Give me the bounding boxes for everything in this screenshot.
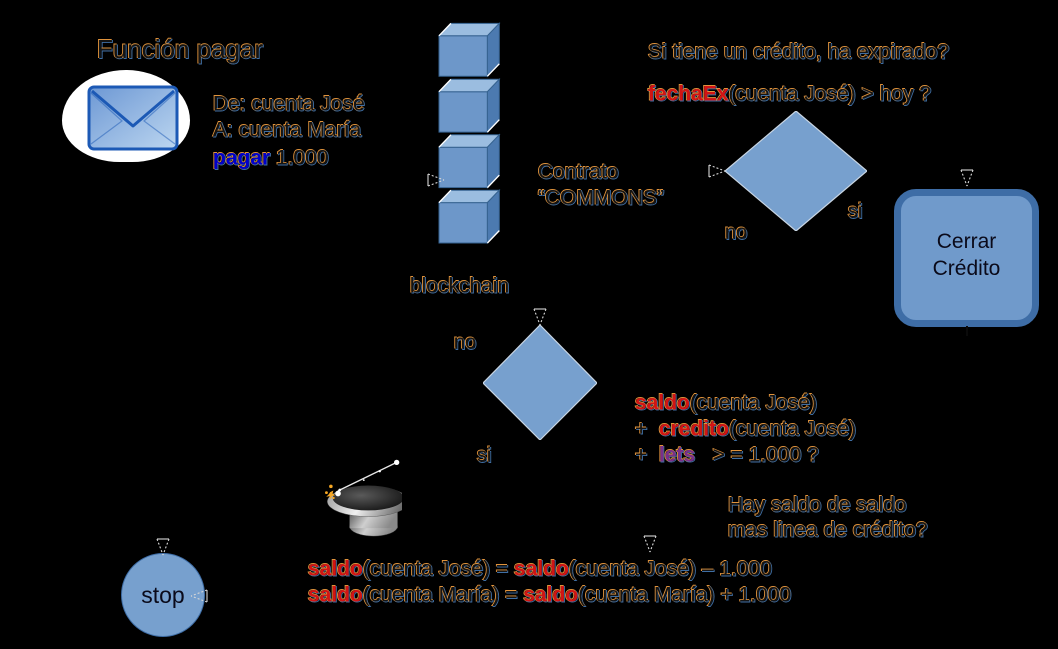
svg-text:saldo: saldo [308,558,363,581]
svg-text:Contrato: Contrato [538,161,619,184]
svg-text:no: no [454,332,476,354]
svg-text:si: si [477,445,491,467]
svg-text:+: + [635,418,659,441]
svg-text:(cuenta José) =: (cuenta José) = [363,558,514,581]
svg-text:credito: credito [659,418,729,441]
svg-text:De: cuenta José: De: cuenta José [213,93,365,116]
svg-text:Hay saldo de saldo: Hay saldo de saldo [728,494,907,517]
svg-text:saldo: saldo [635,392,690,415]
svg-text:fechaEx: fechaEx [648,83,729,106]
svg-text:Si tiene un crédito, ha expira: Si tiene un crédito, ha expirado? [648,41,949,64]
svg-text:si: si [848,201,862,223]
svg-text:> = 1.000 ?: > = 1.000 ? [695,444,819,467]
svg-text:A: cuenta María: A: cuenta María [213,119,362,142]
svg-text:blockchain: blockchain [410,275,509,298]
svg-text:saldo: saldo [514,558,569,581]
svg-text:no: no [725,222,747,244]
svg-text:mas linea de crédito?: mas linea de crédito? [728,519,928,542]
svg-text:1.000: 1.000 [276,147,329,170]
svg-text:(cuenta María) =: (cuenta María) = [363,584,523,607]
svg-text:Función pagar: Función pagar [97,34,264,64]
svg-text:(cuenta José) – 1.000: (cuenta José) – 1.000 [569,558,772,581]
svg-text:+: + [635,444,659,467]
svg-text:(cuenta José): (cuenta José) [690,392,817,415]
svg-text:saldo: saldo [308,584,363,607]
svg-text:(cuenta María) + 1.000: (cuenta María) + 1.000 [578,584,791,607]
svg-text:pagar: pagar [213,147,276,170]
svg-text:(cuenta José): (cuenta José) [729,418,856,441]
svg-text:(cuenta José) > hoy ?: (cuenta José) > hoy ? [729,83,932,106]
svg-text:lets: lets [659,444,695,467]
svg-text:saldo: saldo [523,584,578,607]
svg-text:“COMMONS”: “COMMONS” [538,187,664,210]
